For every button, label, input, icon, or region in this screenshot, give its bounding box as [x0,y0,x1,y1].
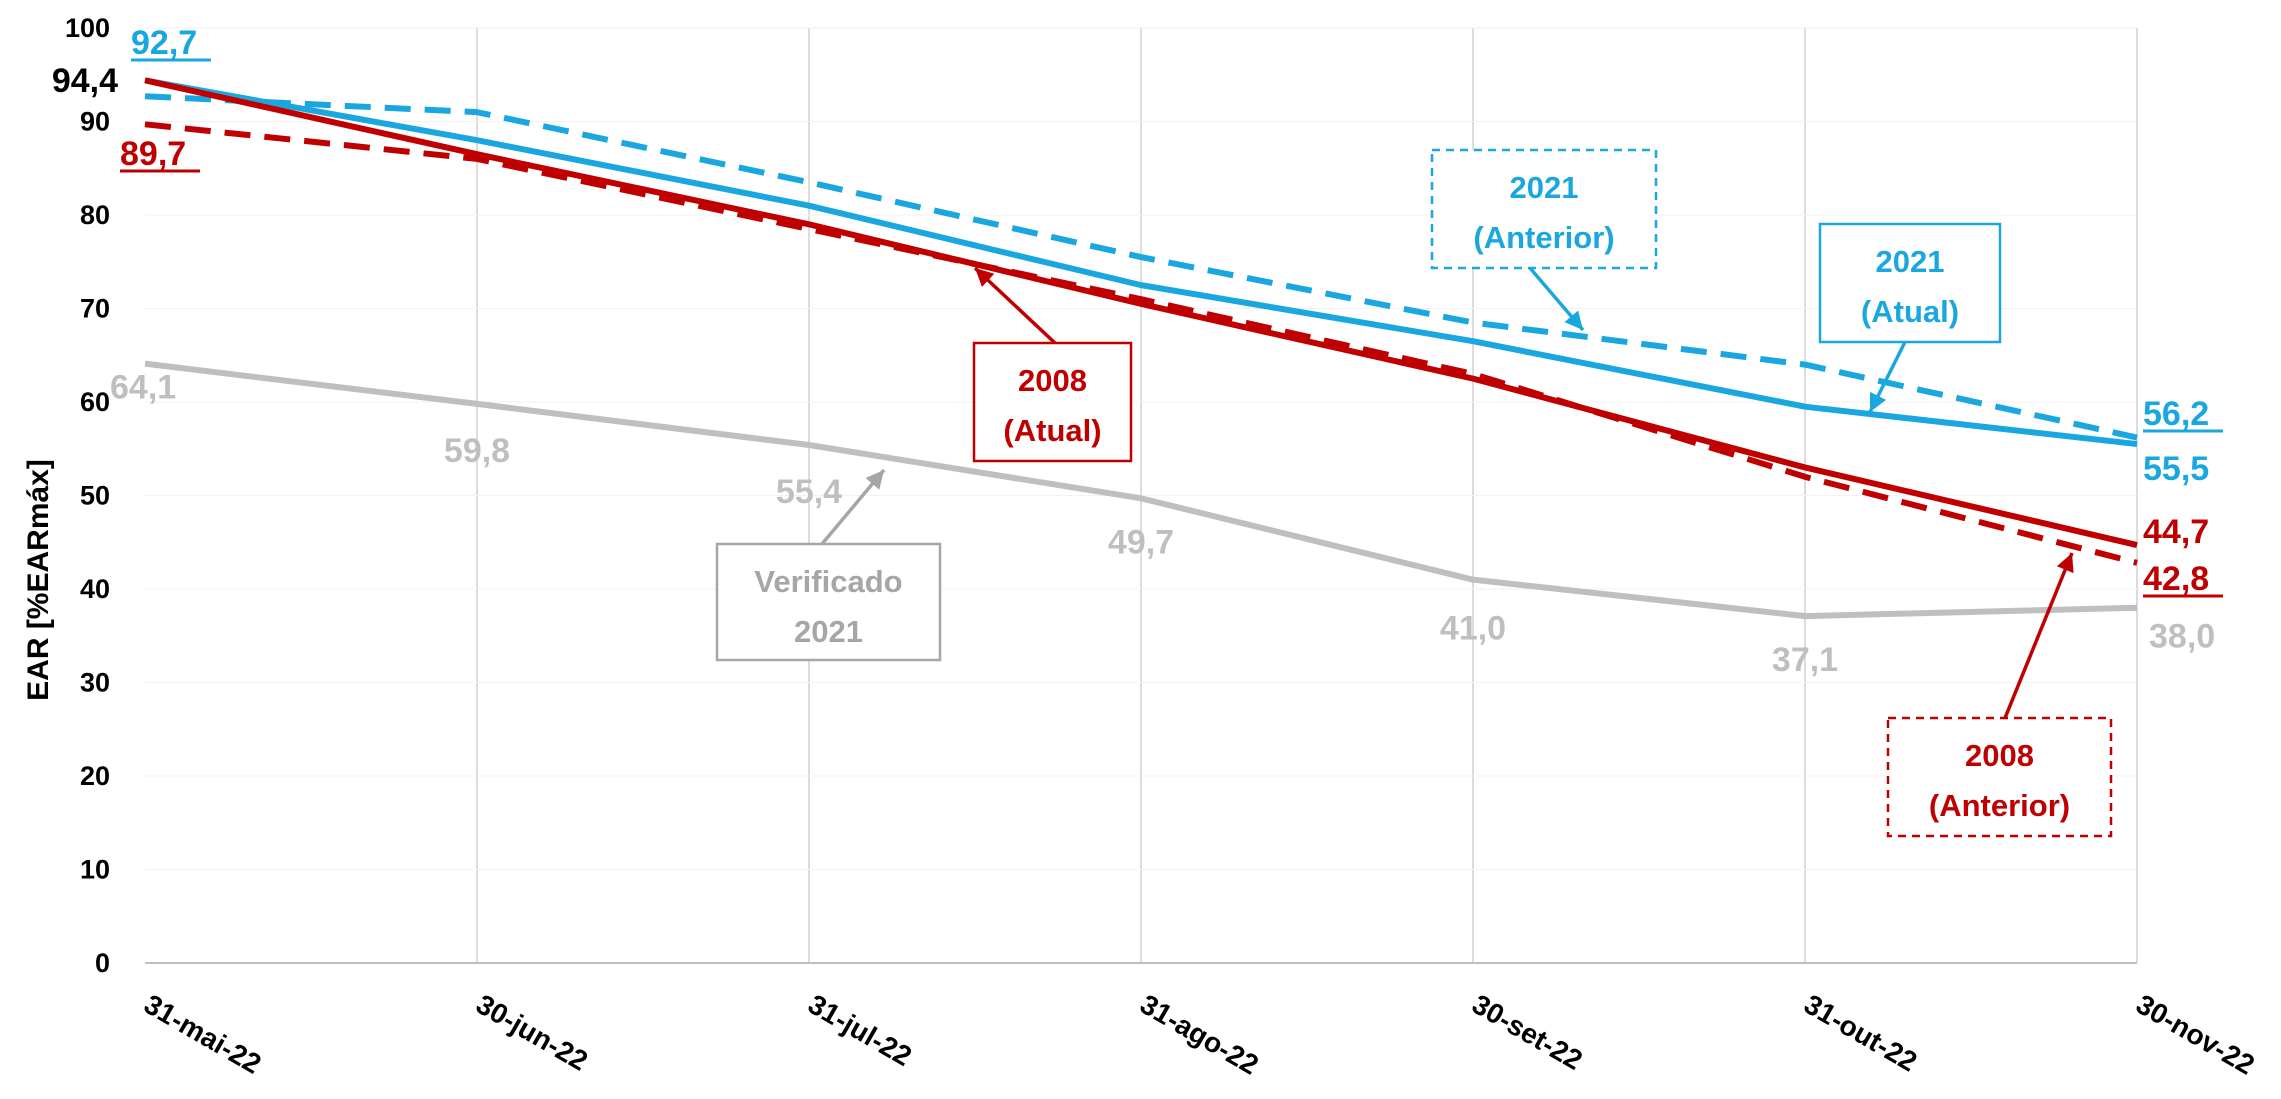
annotation-layer: 2021 (Anterior) 2021 (Atual) 2008 (Atual) Veri… [715,148,2113,838]
ann-2021-anterior-line2: (Anterior) [1473,220,1614,255]
y-tick-label: 50 [80,481,110,511]
series-line-anterior-2021 [144,93,2138,441]
x-tick-label: 30-set-22 [1467,988,1588,1076]
ann-2008-atual-line1: 2008 [1018,363,1087,398]
data-label-verificado: 37,1 [1772,641,1838,679]
series-line-atual-2008 [144,77,2138,548]
ann-2008-atual-line2: (Atual) [1003,413,1101,448]
start-label-2021-anterior: 92,7 [131,24,197,62]
y-tick-label: 20 [80,761,110,791]
x-tick-label: 31-out-22 [1799,988,1922,1077]
start-label-2008-anterior: 89,7 [120,135,186,173]
ann-2021-anterior-box [1430,148,1658,270]
ann-2008-anterior-box [1886,716,2113,838]
start-label-2021-atual: 94,4 [52,62,118,100]
y-tick-label: 40 [80,574,110,604]
end-label-2021-atual: 55,5 [2143,450,2209,488]
y-tick-label: 0 [95,948,110,978]
end-label-2021-anterior: 56,2 [2143,395,2209,433]
y-axis-title: EAR [%EARmáx] [22,459,55,701]
ann-2008-anterior-arrow [2003,552,2074,719]
end-label-2008-anterior: 42,8 [2143,560,2209,598]
ann-2021-anterior-line1: 2021 [1510,170,1579,205]
series-line-anterior-2008 [144,121,2138,566]
ann-2021-atual-arrowhead [1870,391,1887,412]
ann-verificado-line1: Verificado [754,564,902,599]
x-tick-label: 31-ago-22 [1135,988,1264,1080]
ann-2008-anterior-line1: 2008 [1965,738,2034,773]
ann-verificado-box [715,542,942,662]
x-tick-label: 31-mai-22 [139,988,266,1079]
y-tick-label: 60 [80,387,110,417]
data-label-verificado: 64,1 [110,369,176,407]
data-label-verificado: 49,7 [1108,523,1174,561]
y-tick-label: 10 [80,855,110,885]
x-tick-label: 30-nov-22 [2131,988,2260,1080]
ann-verificado-line2: 2021 [794,614,863,649]
y-tick-label: 90 [80,107,110,137]
data-label-verificado: 41,0 [1440,610,1506,648]
ann-2008-atual-arrowhead [975,268,995,287]
ann-2008-anterior-line2: (Anterior) [1929,788,2070,823]
end-label-2008-atual: 44,7 [2143,513,2209,551]
ann-2008-atual-arrow [973,266,1057,345]
series-line-atual-2021 [144,77,2138,448]
ann-verificado-arrowhead [865,470,884,490]
y-tick-label: 70 [80,294,110,324]
ann-2021-atual-box [1818,222,2002,344]
y-tick-label: 30 [80,668,110,698]
series-line-verificado [144,360,2138,620]
ann-2008-anterior-arrowhead [2056,553,2074,574]
ann-2008-atual-box [972,341,1133,463]
data-label-verificado: 55,4 [776,473,842,511]
data-label-verificado: 38,0 [2149,618,2215,656]
ann-2021-atual-line1: 2021 [1876,244,1945,279]
ann-2021-atual-line2: (Atual) [1861,294,1959,329]
y-tick-label: 100 [65,13,110,43]
x-tick-label: 31-jul-22 [803,988,917,1072]
x-tick-label: 30-jun-22 [471,988,593,1076]
data-label-verificado: 59,8 [444,432,510,470]
data-label-layer: 64,1 59,8 55,4 49,7 41,0 37,1 38,0 92,7 94,489,7… [52,24,2223,679]
ann-2021-anterior-arrowhead [1564,310,1583,330]
series-layer [144,77,2138,620]
y-tick-label: 80 [80,200,110,230]
